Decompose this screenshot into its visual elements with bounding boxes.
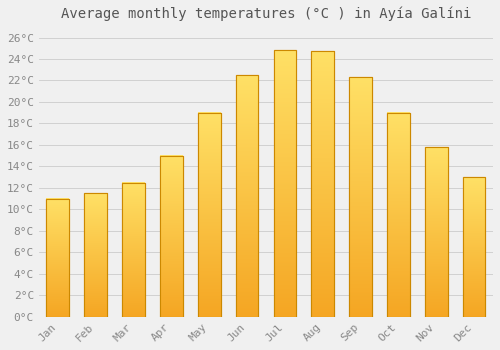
Bar	[312, 51, 334, 317]
Bar	[236, 75, 258, 317]
Bar	[312, 51, 334, 317]
Bar	[84, 193, 107, 317]
Bar	[198, 113, 220, 317]
Bar	[160, 156, 182, 317]
Bar	[425, 147, 448, 317]
Bar	[349, 77, 372, 317]
Bar	[274, 50, 296, 317]
Bar	[122, 183, 145, 317]
Bar	[46, 199, 69, 317]
Title: Average monthly temperatures (°C ) in Ayía Galíni: Average monthly temperatures (°C ) in Ay…	[60, 7, 471, 21]
Bar	[46, 199, 69, 317]
Bar	[349, 77, 372, 317]
Bar	[274, 50, 296, 317]
Bar	[236, 75, 258, 317]
Bar	[387, 113, 410, 317]
Bar	[160, 156, 182, 317]
Bar	[122, 183, 145, 317]
Bar	[425, 147, 448, 317]
Bar	[387, 113, 410, 317]
Bar	[463, 177, 485, 317]
Bar	[84, 193, 107, 317]
Bar	[463, 177, 485, 317]
Bar	[198, 113, 220, 317]
